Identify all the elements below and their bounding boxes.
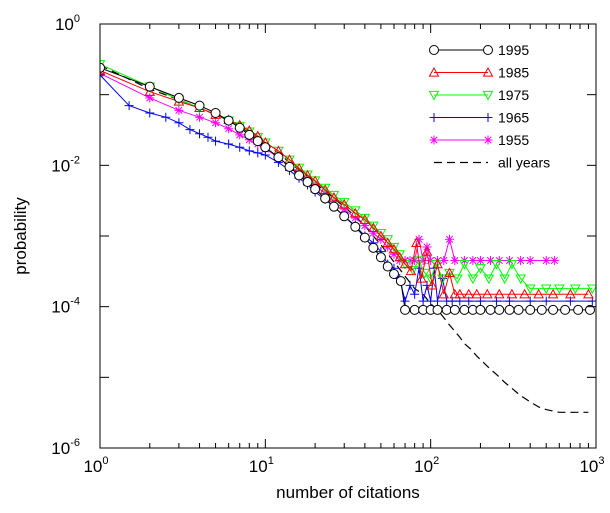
point-circle [235, 123, 244, 132]
point-circle [340, 212, 349, 221]
point-circle [261, 143, 270, 152]
y-tick-label: 10-2 [51, 154, 80, 175]
legend-item: 1985 [430, 65, 530, 81]
point-asterisk [542, 256, 551, 265]
point-circle [303, 178, 312, 187]
point-plus [145, 109, 154, 118]
point-circle [245, 130, 254, 139]
series-line [100, 68, 590, 310]
point-circle [505, 305, 514, 314]
point-asterisk [526, 256, 535, 265]
y-axis-title: probability [11, 197, 30, 275]
series-line [100, 73, 554, 260]
point-circle [484, 46, 493, 55]
point-circle [450, 305, 459, 314]
point-circle [549, 305, 558, 314]
series-1955 [96, 69, 559, 265]
point-asterisk [484, 136, 493, 145]
point-circle [433, 305, 442, 314]
legend-label: 1985 [498, 65, 529, 81]
point-circle [460, 305, 469, 314]
legend-item: all years [434, 155, 550, 171]
x-tick-label: 101 [249, 455, 274, 476]
point-circle [401, 305, 410, 314]
point-plus [235, 143, 244, 152]
point-circle [574, 305, 583, 314]
point-circle [486, 305, 495, 314]
point-asterisk [445, 235, 454, 244]
point-circle [211, 109, 220, 118]
point-asterisk [195, 113, 204, 122]
legend-item: 1975 [430, 87, 530, 103]
point-circle [369, 243, 378, 252]
point-plus [406, 281, 415, 290]
point-circle [430, 46, 439, 55]
point-circle [295, 171, 304, 180]
point-circle [329, 202, 338, 211]
legend-item: 1995 [430, 42, 530, 58]
point-plus [430, 113, 439, 122]
series-1965 [96, 70, 597, 305]
point-plus [203, 133, 212, 142]
point-asterisk [430, 136, 439, 145]
point-circle [311, 185, 320, 194]
point-asterisk [145, 93, 154, 102]
point-asterisk [450, 256, 459, 265]
point-plus [484, 113, 493, 122]
point-circle [224, 116, 233, 125]
point-circle [514, 305, 523, 314]
y-tick-label: 100 [55, 13, 80, 34]
point-circle [383, 262, 392, 271]
point-asterisk [174, 106, 183, 115]
legend-label: 1965 [498, 110, 529, 126]
point-circle [376, 253, 385, 262]
point-circle [360, 233, 369, 242]
legend-label: 1995 [498, 42, 529, 58]
point-circle [389, 269, 398, 278]
point-circle [396, 277, 405, 286]
x-tick-label: 100 [83, 455, 108, 476]
point-plus [401, 297, 410, 306]
legend: 1995 1985 1975 1965 1955 all years [430, 42, 551, 171]
y-tick-label: 10-6 [51, 437, 80, 458]
point-plus [245, 146, 254, 155]
point-circle [526, 305, 535, 314]
point-asterisk [516, 256, 525, 265]
point-plus [185, 125, 194, 134]
point-circle [537, 305, 546, 314]
point-circle [174, 93, 183, 102]
point-plus [224, 140, 233, 149]
point-plus [195, 129, 204, 138]
point-circle [476, 305, 485, 314]
axis-layer: 100 101 102 103 100 10-2 10-4 10-6 [51, 13, 604, 476]
x-axis-title: number of citations [276, 483, 420, 502]
legend-item: 1965 [430, 110, 530, 126]
point-circle [321, 194, 330, 203]
point-circle [495, 305, 504, 314]
point-circle [561, 305, 570, 314]
point-circle [253, 137, 262, 146]
legend-label: 1955 [498, 132, 529, 148]
point-plus [174, 118, 183, 127]
legend-label: 1975 [498, 87, 529, 103]
point-circle [351, 222, 360, 231]
point-plus [211, 137, 220, 146]
point-plus [253, 148, 262, 157]
legend-item: 1955 [430, 132, 530, 148]
point-asterisk [550, 256, 559, 265]
point-asterisk [476, 256, 485, 265]
point-plus [161, 113, 170, 122]
point-circle [285, 162, 294, 171]
y-tick-label: 10-4 [51, 296, 80, 317]
point-circle [410, 305, 419, 314]
x-tick-label: 102 [414, 455, 439, 476]
point-circle [195, 101, 204, 110]
point-circle [145, 82, 154, 91]
legend-label: all years [498, 155, 550, 171]
point-circle [274, 153, 283, 162]
x-tick-label: 103 [579, 455, 604, 476]
